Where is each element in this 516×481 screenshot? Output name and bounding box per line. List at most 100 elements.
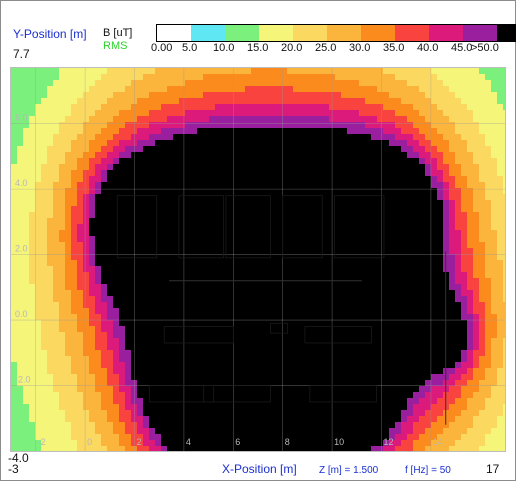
heatmap-cell (125, 74, 132, 81)
heatmap-cell (359, 350, 366, 357)
heatmap-cell (479, 350, 486, 357)
heatmap-cell (65, 170, 72, 177)
heatmap-cell (323, 236, 330, 243)
heatmap-cell (101, 296, 108, 303)
heatmap-cell (425, 176, 432, 183)
heatmap-cell (377, 356, 384, 363)
heatmap-cell (389, 320, 396, 327)
heatmap-cell (101, 284, 108, 291)
heatmap-cell (311, 74, 318, 81)
heatmap-cell (389, 422, 396, 429)
heatmap-cell (425, 182, 432, 189)
heatmap-cell (95, 416, 102, 423)
heatmap-cell (365, 212, 372, 219)
heatmap-cell (89, 290, 96, 297)
heatmap-cell (221, 332, 228, 339)
heatmap-cell (287, 386, 294, 393)
heatmap-cell (287, 368, 294, 375)
heatmap-cell (413, 122, 420, 129)
heatmap-cell (425, 278, 432, 285)
heatmap-cell (443, 164, 450, 171)
heatmap-cell (347, 266, 354, 273)
heatmap-cell (275, 104, 282, 111)
heatmap-cell (287, 320, 294, 327)
heatmap-cell (95, 278, 102, 285)
heatmap-cell (35, 188, 42, 195)
heatmap-cell (29, 182, 36, 189)
heatmap-cell (461, 182, 468, 189)
heatmap-cell (35, 92, 42, 99)
heatmap-cell (449, 272, 456, 279)
heatmap-cell (233, 248, 240, 255)
heatmap-cell (293, 296, 300, 303)
heatmap-cell (335, 422, 342, 429)
heatmap-cell (227, 212, 234, 219)
heatmap-cell (305, 296, 312, 303)
heatmap-cell (425, 80, 432, 87)
heatmap-cell (221, 302, 228, 309)
heatmap-cell (47, 398, 54, 405)
heatmap-cell (287, 362, 294, 369)
heatmap-cell (491, 104, 498, 111)
heatmap-cell (83, 80, 90, 87)
heatmap-cell (281, 392, 288, 399)
heatmap-cell (275, 224, 282, 231)
heatmap-cell (245, 122, 252, 129)
heatmap-cell (281, 140, 288, 147)
heatmap-cell (233, 206, 240, 213)
heatmap-cell (107, 326, 114, 333)
heatmap-cell (209, 398, 216, 405)
heatmap-cell (293, 314, 300, 321)
heatmap-cell (221, 116, 228, 123)
heatmap-cell (323, 80, 330, 87)
heatmap-cell (89, 248, 96, 255)
heatmap-cell (437, 182, 444, 189)
heatmap-cell (305, 116, 312, 123)
heatmap-cell (203, 68, 210, 75)
heatmap-cell (101, 134, 108, 141)
heatmap-cell (125, 86, 132, 93)
heatmap-cell (53, 140, 60, 147)
heatmap-cell (149, 116, 156, 123)
heatmap-cell (185, 236, 192, 243)
heatmap-cell (413, 350, 420, 357)
heatmap-cell (59, 374, 66, 381)
heatmap-cell (95, 398, 102, 405)
heatmap-cell (383, 290, 390, 297)
heatmap-cell (419, 98, 426, 105)
heatmap-cell (167, 200, 174, 207)
heatmap-cell (47, 266, 54, 273)
heatmap-cell (197, 266, 204, 273)
heatmap-cell (473, 206, 480, 213)
heatmap-cell (407, 128, 414, 135)
heatmap-cell (485, 362, 492, 369)
heatmap-cell (347, 386, 354, 393)
heatmap-cell (83, 302, 90, 309)
heatmap-cell (431, 314, 438, 321)
heatmap-cell (275, 422, 282, 429)
heatmap-cell (431, 128, 438, 135)
heatmap-cell (299, 326, 306, 333)
heatmap-cell (485, 266, 492, 273)
heatmap-cell (431, 134, 438, 141)
heatmap-cell (89, 98, 96, 105)
heatmap-cell (341, 200, 348, 207)
heatmap-cell (197, 290, 204, 297)
heatmap-cell (143, 290, 150, 297)
heatmap-cell (191, 386, 198, 393)
heatmap-cell (323, 176, 330, 183)
heatmap-cell (455, 74, 462, 81)
heatmap-cell (395, 218, 402, 225)
heatmap-cell (119, 386, 126, 393)
heatmap-cell (257, 410, 264, 417)
heatmap-cell (233, 110, 240, 117)
heatmap-cell (281, 218, 288, 225)
heatmap-cell (503, 200, 505, 207)
heatmap-cell (197, 416, 204, 423)
heatmap-cell (413, 164, 420, 171)
heatmap-cell (389, 146, 396, 153)
heatmap-cell (383, 128, 390, 135)
heatmap-cell (137, 404, 144, 411)
heatmap-cell (203, 380, 210, 387)
heatmap-cell (137, 122, 144, 129)
